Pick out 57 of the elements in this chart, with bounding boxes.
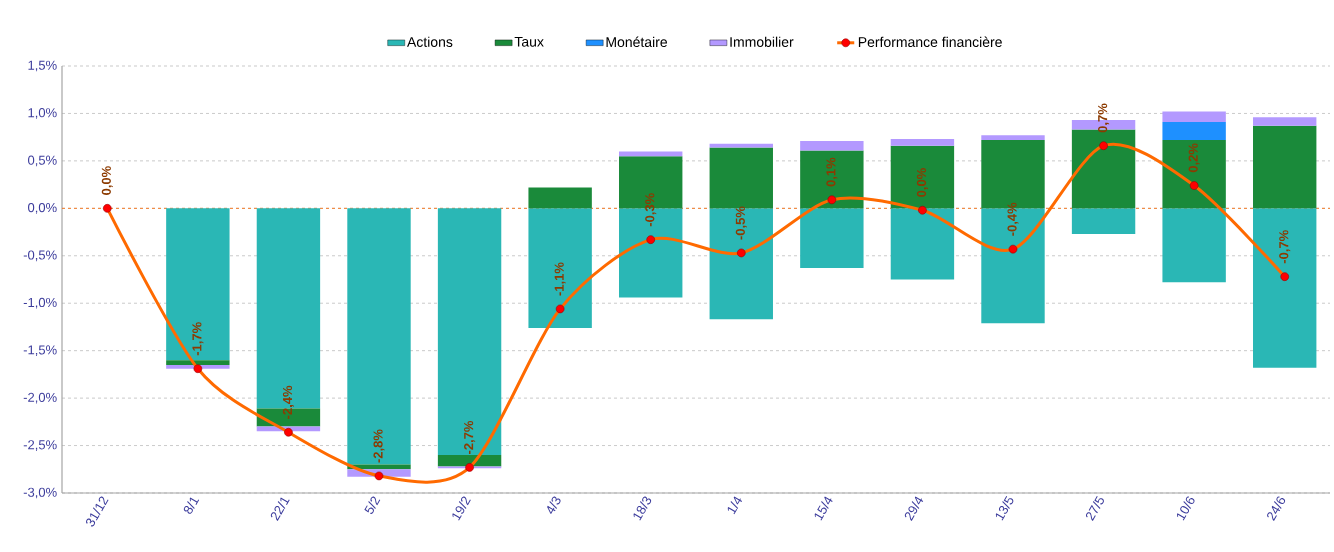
data-label: 0,2%: [1188, 143, 1200, 173]
bar: [437, 208, 502, 456]
y-tick-label: -2,5%: [23, 440, 57, 451]
bar: [1253, 117, 1317, 126]
x-tick-label: 5/2: [364, 496, 381, 514]
bar: [709, 143, 773, 148]
bar: [347, 208, 411, 465]
data-label: -1,1%: [554, 262, 566, 296]
data-label: -0,4%: [1007, 202, 1019, 236]
data-label: 0,0%: [916, 168, 928, 197]
bar: [1162, 111, 1226, 122]
y-tick-label: -0,5%: [23, 250, 57, 262]
legend-label: Taux: [514, 36, 544, 47]
bar: [1071, 208, 1136, 234]
bar: [528, 187, 592, 209]
data-label: 0,1%: [826, 157, 838, 187]
bar: [166, 360, 230, 365]
bar: [800, 150, 864, 209]
y-tick-label: -3,0%: [23, 487, 57, 499]
y-tick-label: 1,0%: [28, 108, 57, 119]
legend-label: Immobilier: [730, 36, 794, 47]
data-label: -2,8%: [373, 429, 385, 463]
data-label: 0,7%: [1098, 103, 1110, 133]
legend-label: Monétaire: [606, 36, 668, 48]
data-label: -0,3%: [645, 193, 657, 227]
data-label: 0,0%: [101, 166, 113, 195]
bar: [709, 208, 773, 320]
bar: [528, 208, 592, 328]
bar: [1162, 121, 1226, 141]
bar: [890, 145, 955, 209]
y-tick-label: 1,5%: [28, 60, 57, 72]
bar: [1253, 125, 1317, 209]
bar: [890, 208, 955, 280]
bar: [619, 151, 683, 157]
bar: [981, 135, 1045, 141]
data-label: -2,7%: [464, 420, 476, 455]
y-tick-label: 0,5%: [28, 155, 57, 167]
data-label: -2,4%: [282, 385, 294, 419]
legend-label: Actions: [407, 36, 453, 47]
y-tick-label: -1,5%: [23, 345, 57, 357]
bar: [800, 140, 864, 151]
bar: [800, 208, 864, 269]
bar: [1162, 208, 1226, 283]
bar: [890, 139, 955, 146]
x-tick-label: 8/1: [183, 497, 200, 514]
y-tick-label: 0,0%: [28, 202, 57, 214]
bar: [1162, 140, 1226, 209]
x-tick-label: 4/3: [547, 496, 561, 514]
data-label: -1,7%: [192, 322, 204, 356]
data-label: -0,7%: [1279, 230, 1291, 264]
bar: [166, 208, 230, 361]
y-tick-label: -2,0%: [23, 392, 57, 404]
x-tick-label: 1/4: [727, 496, 743, 515]
y-tick-label: -1,0%: [23, 297, 57, 309]
legend-label: Performance financière: [858, 36, 1002, 48]
data-label: -0,5%: [735, 206, 747, 240]
bar: [1253, 208, 1317, 368]
